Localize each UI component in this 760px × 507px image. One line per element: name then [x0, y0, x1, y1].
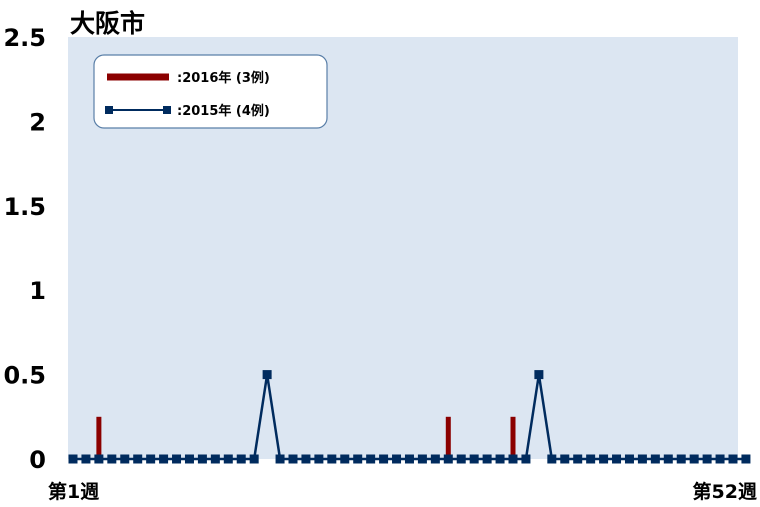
marker-2015: [353, 454, 363, 464]
x-tick-label: 第1週: [48, 480, 99, 503]
legend-marker-2015: [163, 106, 171, 114]
marker-2015: [612, 454, 622, 464]
marker-2015: [547, 454, 557, 464]
series-2016-bars: [96, 416, 516, 459]
y-tick-label: 2.5: [3, 24, 46, 52]
y-tick-label: 2: [29, 108, 46, 136]
marker-2015: [599, 454, 609, 464]
chart-title: 大阪市: [70, 9, 145, 38]
marker-2015: [172, 454, 182, 464]
marker-2015: [223, 454, 233, 464]
marker-2015: [107, 454, 117, 464]
y-tick-label: 1: [29, 277, 46, 305]
marker-2015: [392, 454, 402, 464]
bar-2016: [510, 416, 516, 459]
marker-2015: [249, 454, 259, 464]
bar-2016: [96, 416, 102, 459]
marker-2015: [560, 454, 570, 464]
marker-2015: [573, 454, 583, 464]
marker-2015: [210, 454, 220, 464]
marker-2015: [650, 454, 660, 464]
marker-2015: [715, 454, 725, 464]
marker-2015: [275, 454, 285, 464]
bar-2016: [445, 416, 451, 459]
legend-label-2016: :2016年 (3例): [177, 70, 270, 86]
x-tick-label: 第52週: [693, 480, 757, 503]
marker-2015: [379, 454, 389, 464]
legend: :2016年 (3例) :2015年 (4例): [93, 54, 328, 129]
legend-marker-2015: [105, 106, 113, 114]
marker-2015: [482, 454, 492, 464]
marker-2015: [236, 454, 246, 464]
marker-2015: [262, 370, 272, 380]
marker-2015: [443, 454, 453, 464]
series-2015-line: [68, 370, 751, 464]
marker-2015: [340, 454, 350, 464]
legend-label-2015: :2015年 (4例): [177, 103, 270, 119]
marker-2015: [728, 454, 738, 464]
marker-2015: [159, 454, 169, 464]
marker-2015: [741, 454, 751, 464]
marker-2015: [133, 454, 143, 464]
x-axis-ticks: 第1週 第52週: [48, 480, 757, 503]
marker-2015: [404, 454, 414, 464]
marker-2015: [81, 454, 91, 464]
marker-2015: [327, 454, 337, 464]
marker-2015: [301, 454, 311, 464]
y-tick-label: 1.5: [3, 193, 46, 221]
marker-2015: [120, 454, 130, 464]
marker-2015: [366, 454, 376, 464]
marker-2015: [586, 454, 596, 464]
marker-2015: [521, 454, 531, 464]
marker-2015: [430, 454, 440, 464]
y-tick-label: 0: [29, 446, 46, 474]
marker-2015: [417, 454, 427, 464]
marker-2015: [146, 454, 156, 464]
marker-2015: [508, 454, 518, 464]
marker-2015: [495, 454, 505, 464]
marker-2015: [702, 454, 712, 464]
marker-2015: [288, 454, 298, 464]
marker-2015: [534, 370, 544, 380]
marker-2015: [68, 454, 78, 464]
marker-2015: [637, 454, 647, 464]
y-tick-label: 0.5: [3, 362, 46, 390]
marker-2015: [689, 454, 699, 464]
marker-2015: [663, 454, 673, 464]
marker-2015: [184, 454, 194, 464]
marker-2015: [197, 454, 207, 464]
marker-2015: [456, 454, 466, 464]
marker-2015: [469, 454, 479, 464]
y-axis-ticks: 0 0.5 1 1.5 2 2.5: [3, 24, 46, 474]
marker-2015: [94, 454, 104, 464]
marker-2015: [676, 454, 686, 464]
marker-2015: [624, 454, 634, 464]
marker-2015: [314, 454, 324, 464]
